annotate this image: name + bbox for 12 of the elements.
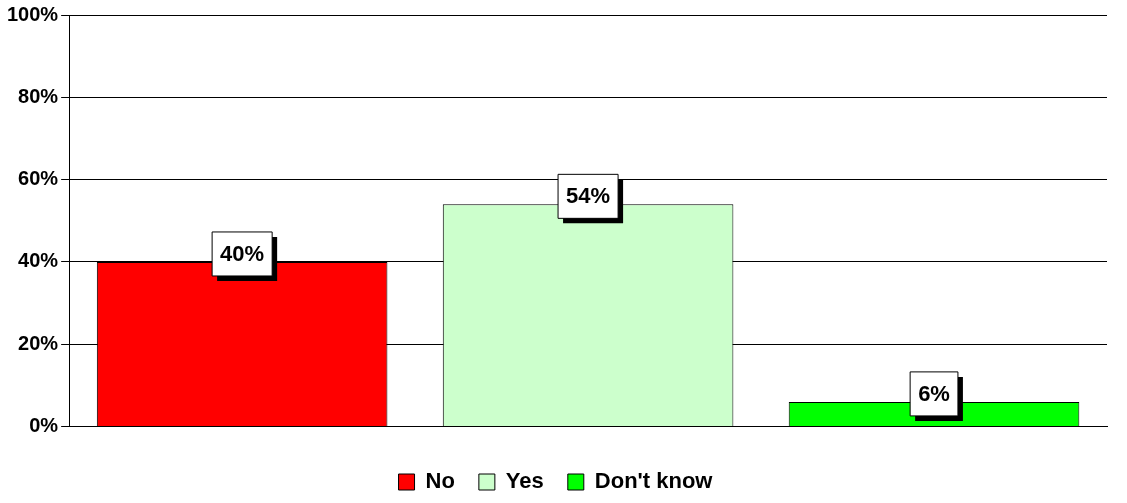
y-tick-label: 40%	[18, 249, 59, 272]
data-label: 6%	[918, 380, 950, 406]
y-tick-label: 20%	[18, 331, 59, 354]
y-tick-label: 0%	[29, 414, 59, 437]
y-tick-label: 60%	[18, 167, 59, 190]
data-label: 54%	[566, 183, 611, 209]
y-tick-label: 100%	[7, 2, 59, 25]
y-tick-label: 80%	[18, 84, 59, 107]
legend-label: Yes	[505, 468, 544, 494]
data-label: 40%	[220, 241, 265, 267]
legend-label: No	[425, 468, 455, 494]
legend-label: Don't know	[594, 468, 714, 494]
